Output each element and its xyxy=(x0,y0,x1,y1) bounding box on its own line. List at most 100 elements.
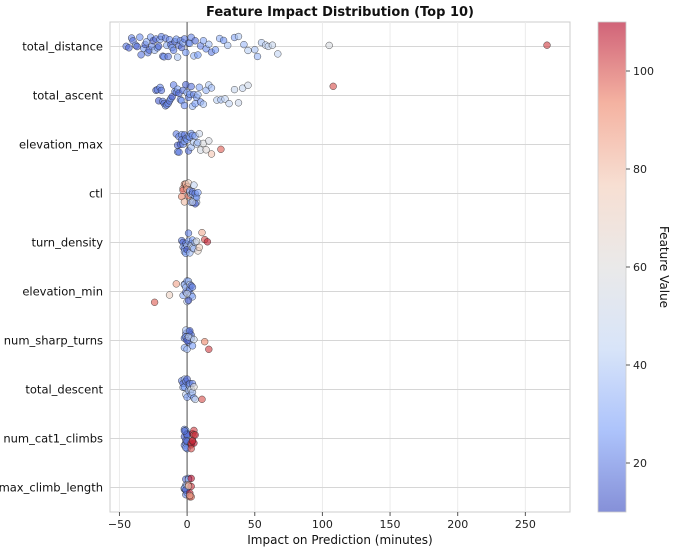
data-point xyxy=(184,229,193,237)
feature-label: num_cat1_climbs xyxy=(3,432,103,446)
colorbar-tick-label: 100 xyxy=(633,65,654,78)
data-point xyxy=(205,40,213,48)
data-point xyxy=(125,44,133,52)
feature-label: elevation_max xyxy=(19,138,103,152)
x-axis-title: Impact on Prediction (minutes) xyxy=(247,533,432,547)
data-point xyxy=(183,290,191,298)
data-point xyxy=(187,445,195,453)
data-point xyxy=(207,150,216,158)
data-point xyxy=(186,327,194,335)
data-point xyxy=(201,338,209,346)
data-point xyxy=(188,342,197,350)
data-point xyxy=(199,37,208,45)
data-point xyxy=(195,243,203,252)
data-point xyxy=(188,198,197,206)
data-point xyxy=(150,298,159,306)
data-point xyxy=(186,491,194,500)
x-tick-label: 200 xyxy=(447,518,468,531)
data-point xyxy=(543,41,551,49)
data-point xyxy=(192,237,201,245)
data-point xyxy=(180,198,189,206)
data-point xyxy=(164,52,172,61)
x-tick-label: 50 xyxy=(248,518,262,531)
data-point xyxy=(155,42,163,50)
data-point xyxy=(136,33,144,41)
feature-label: total_ascent xyxy=(33,89,104,103)
data-point xyxy=(187,474,195,483)
x-tick-label: 150 xyxy=(380,518,401,531)
data-point xyxy=(329,82,337,90)
data-point xyxy=(183,345,191,353)
data-point xyxy=(184,296,193,305)
plot-area: −50 0 50 100 150 200 250 total_distance total_as… xyxy=(0,21,571,531)
colorbar-title: Feature Value xyxy=(657,226,671,308)
data-point xyxy=(180,101,189,110)
data-point xyxy=(182,48,190,57)
data-point xyxy=(225,99,233,108)
data-point xyxy=(190,181,198,189)
data-point xyxy=(205,345,213,353)
feature-label: turn_density xyxy=(31,236,103,250)
data-point xyxy=(234,32,243,41)
data-point xyxy=(191,395,199,404)
data-point xyxy=(219,36,228,45)
data-point xyxy=(191,37,199,45)
x-tick-label: 100 xyxy=(312,518,333,531)
data-point xyxy=(205,137,213,145)
feature-label: max_climb_length xyxy=(0,481,103,495)
feature-label: ctl xyxy=(89,187,103,201)
data-point xyxy=(244,46,252,55)
data-point xyxy=(221,95,229,103)
data-point xyxy=(244,81,252,89)
feature-label: total_descent xyxy=(25,383,103,397)
data-point xyxy=(203,238,212,246)
data-point xyxy=(190,383,198,391)
colorbar-tick-label: 60 xyxy=(633,261,647,274)
data-point xyxy=(172,280,180,288)
data-point xyxy=(157,86,166,95)
data-point xyxy=(224,41,232,50)
data-point xyxy=(175,148,183,156)
data-point xyxy=(169,46,178,54)
colorbar-tick-label: 40 xyxy=(633,359,647,372)
data-point xyxy=(211,46,220,54)
data-point xyxy=(230,85,239,94)
data-point xyxy=(240,40,248,49)
data-point xyxy=(190,335,198,344)
data-point xyxy=(198,228,206,237)
data-point xyxy=(194,51,202,59)
data-point xyxy=(195,130,203,138)
colorbar: 20 40 60 80 100 xyxy=(597,21,654,513)
data-point xyxy=(253,52,262,61)
data-point xyxy=(251,46,259,54)
x-tick-label: 0 xyxy=(184,518,191,531)
data-point xyxy=(194,188,202,197)
chart-title: Feature Impact Distribution (Top 10) xyxy=(206,5,474,20)
feature-label: num_sharp_turns xyxy=(4,334,103,348)
data-point xyxy=(173,53,182,61)
feature-label: total_distance xyxy=(22,40,103,54)
colorbar-tick-label: 80 xyxy=(633,163,647,176)
data-point xyxy=(199,100,208,108)
data-point xyxy=(191,431,199,439)
data-point xyxy=(198,395,206,403)
data-point xyxy=(188,283,197,291)
data-point xyxy=(137,51,145,59)
colorbar-gradient xyxy=(597,21,627,513)
data-point xyxy=(165,291,174,299)
data-point xyxy=(184,482,193,490)
data-point xyxy=(195,83,203,91)
x-tick-label: 250 xyxy=(515,518,536,531)
data-point xyxy=(187,82,195,91)
data-point xyxy=(217,145,225,153)
data-point xyxy=(194,91,202,99)
data-point xyxy=(325,41,333,50)
data-point xyxy=(202,146,210,154)
data-point xyxy=(274,50,282,58)
data-point xyxy=(207,84,216,92)
feature-label: elevation_min xyxy=(22,285,103,299)
data-point xyxy=(180,427,189,435)
colorbar-tick-label: 20 xyxy=(633,457,647,470)
x-tick-label: −50 xyxy=(108,518,131,531)
